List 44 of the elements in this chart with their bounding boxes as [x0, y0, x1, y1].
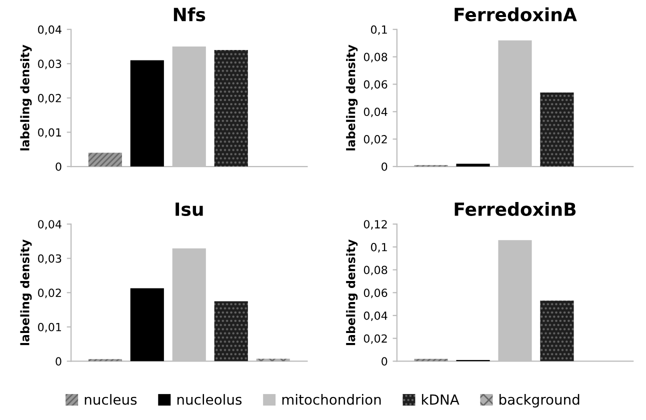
bar: [540, 92, 574, 167]
legend-label: background: [500, 394, 580, 408]
bar: [214, 301, 248, 362]
bar: [456, 164, 490, 167]
y-tick-label: 0,01: [38, 322, 62, 332]
chart-title: FerredoxinA: [454, 7, 577, 22]
y-tick-label: 0,1: [370, 242, 387, 252]
legend-label: nucleus: [84, 394, 137, 405]
y-tick-label: 0,1: [370, 25, 387, 35]
y-tick-label: 0,06: [364, 288, 388, 298]
legend-label: nucleolus: [177, 394, 242, 405]
y-tick-label: 0: [382, 162, 388, 171]
chart-title: FerredoxinB: [454, 202, 576, 216]
legend-label: kDNA: [422, 394, 460, 405]
y-axis-title: labeling density: [346, 44, 358, 150]
y-tick-label: 0,02: [364, 135, 387, 145]
bar: [540, 300, 574, 362]
y-tick-label: 0: [382, 357, 388, 366]
y-tick-label: 0,02: [38, 94, 61, 104]
y-tick-label: 0,03: [38, 254, 62, 264]
y-tick-label: 0: [56, 357, 62, 366]
bar: [88, 152, 122, 167]
y-axis-title: labeling density: [346, 239, 358, 346]
y-tick-label: 0,02: [38, 288, 61, 298]
y-tick-label: 0,04: [364, 108, 388, 118]
chart-title: Isu: [176, 202, 203, 216]
y-tick-label: 0,04: [364, 311, 388, 322]
y-tick-label: 0,08: [364, 52, 388, 62]
y-tick-label: 0,03: [38, 60, 62, 70]
y-tick-label: 0: [56, 162, 62, 171]
bar: [214, 50, 248, 167]
y-tick-label: 0,04: [38, 25, 62, 35]
y-tick-label: 0,06: [364, 80, 388, 90]
y-tick-label: 0,08: [364, 266, 388, 276]
y-tick-label: 0,02: [364, 334, 387, 344]
y-axis-title: labeling density: [20, 44, 32, 150]
chart-title: Nfs: [174, 7, 206, 22]
legend-label: mitochondrion: [282, 394, 381, 405]
y-tick-label: 0,04: [38, 220, 62, 230]
y-axis-title: labeling density: [20, 239, 32, 346]
bar: [130, 288, 164, 362]
y-tick-label: 0,12: [364, 220, 387, 230]
bar: [130, 60, 164, 167]
y-tick-label: 0,01: [38, 128, 62, 138]
